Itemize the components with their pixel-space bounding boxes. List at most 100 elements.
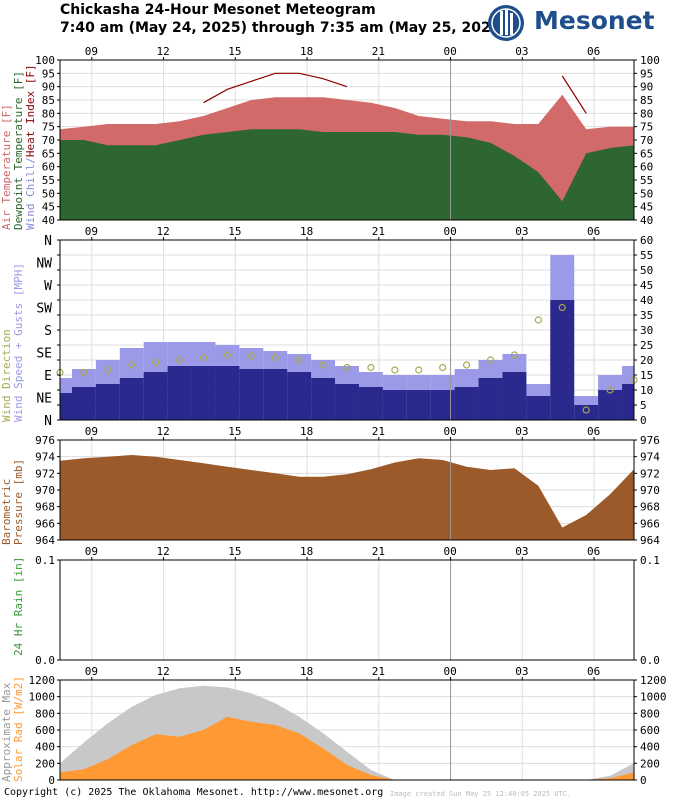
wind-direction-point — [223, 351, 232, 359]
temp-ytick-label-left: 100 — [35, 54, 55, 67]
wind-speed-bar — [550, 300, 575, 420]
wind-direction-point — [175, 356, 184, 364]
temp-ytick-label-right: 80 — [640, 107, 653, 120]
solar-xtick-label: 18 — [300, 665, 313, 678]
pres-ytick-label-left: 970 — [35, 484, 55, 497]
temp-xtick-label: 00 — [444, 45, 457, 58]
wind-ytick-label-right: 40 — [640, 294, 653, 307]
wind-direction-point — [558, 303, 566, 312]
pres-ytick-label-right: 970 — [640, 484, 660, 497]
wind-xtick-label: 21 — [372, 225, 385, 238]
wind-ytick-label-right: 30 — [640, 324, 653, 337]
wind-direction-point — [367, 363, 375, 372]
wind-speed-bar — [622, 384, 634, 420]
mesonet-logo[interactable]: Mesonet — [486, 3, 686, 43]
pres-xtick-label: 00 — [444, 425, 457, 438]
temp-ytick-label-right: 65 — [640, 147, 653, 160]
wind-speed-bar — [430, 390, 455, 420]
solar-rad-area — [60, 716, 634, 780]
wind-direction-point — [510, 351, 519, 359]
solar-rad-ylabel: Solar Rad [W/m2] — [12, 676, 25, 782]
temp-ytick-label-left: 75 — [42, 121, 55, 134]
wind-speed-bar — [335, 384, 359, 420]
wind-speed-bar — [143, 372, 168, 420]
pres-xtick-label: 21 — [372, 425, 385, 438]
logo-text: Mesonet — [534, 6, 655, 35]
wind-direction-point — [415, 366, 423, 374]
wind-speed-bar — [95, 384, 120, 420]
solar-ytick-label-right: 800 — [640, 707, 660, 720]
wind-direction-point — [80, 368, 88, 377]
temp-ytick-label-left: 40 — [42, 214, 55, 227]
wind-direction-label: N — [44, 234, 52, 249]
temp-xtick-label: 18 — [300, 45, 313, 58]
solar-xtick-label: 09 — [85, 665, 98, 678]
wind-direction-point — [319, 361, 327, 369]
wind-ytick-label-right: 5 — [640, 399, 647, 412]
pres-xtick-label: 06 — [587, 425, 600, 438]
temp-ytick-label-right: 50 — [640, 187, 653, 200]
wind-direction-point — [534, 316, 542, 324]
wind-speed-bar — [358, 387, 383, 420]
wind-direction-label: S — [44, 324, 52, 339]
pres-xtick-label: 18 — [300, 425, 313, 438]
wind-speed-bar — [119, 378, 144, 420]
wind-speed-bar — [287, 372, 312, 420]
pres-ytick-label-left: 972 — [35, 467, 55, 480]
wind-direction-point — [343, 363, 351, 372]
pressure-area — [60, 455, 634, 540]
pres-ytick-label-right: 964 — [640, 534, 660, 547]
wind-direction-label: SW — [36, 302, 52, 317]
wind-ytick-label-right: 10 — [640, 384, 653, 397]
solar-ytick-label-left: 1200 — [29, 674, 56, 687]
rain-xtick-label: 09 — [85, 545, 98, 558]
temp-xtick-label: 09 — [85, 45, 98, 58]
temp-ylabel-air: Air Temperature [F] — [0, 104, 13, 230]
pres-ytick-label-left: 976 — [35, 434, 55, 447]
solar-ytick-label-left: 200 — [35, 757, 55, 770]
wind-xtick-label: 12 — [157, 225, 170, 238]
wind-ytick-label-right: 55 — [640, 249, 653, 262]
temp-ylabel-dewpoint: Dewpoint Temperature [F] — [12, 71, 25, 230]
temp-ytick-label-right: 45 — [640, 201, 653, 214]
solar-xtick-label: 06 — [587, 665, 600, 678]
rain-xtick-label: 03 — [515, 545, 528, 558]
wind-xtick-label: 06 — [587, 225, 600, 238]
pres-2-ylabel: Pressure [mb] — [12, 459, 25, 545]
wind-ytick-label-right: 45 — [640, 279, 653, 292]
wind-direction-point — [104, 366, 112, 374]
pres-ytick-label-right: 972 — [640, 467, 660, 480]
temp-ytick-label-left: 60 — [42, 161, 55, 174]
pres-ytick-label-right: 974 — [640, 451, 660, 464]
wind-speed-bar — [502, 372, 527, 420]
pres-ytick-label-left: 964 — [35, 534, 55, 547]
temp-ytick-label-left: 50 — [42, 187, 55, 200]
wind-direction-point — [295, 356, 303, 364]
pres-ytick-label-right: 976 — [640, 434, 660, 447]
pres-1-ylabel: Barometric — [0, 479, 13, 545]
rain-ytick-label-right: 0.0 — [640, 654, 660, 667]
pres-ytick-label-left: 974 — [35, 451, 55, 464]
pres-ytick-label-right: 968 — [640, 501, 660, 514]
solar-xtick-label: 00 — [444, 665, 457, 678]
temp-ytick-label-left: 85 — [42, 94, 55, 107]
solar-ytick-label-left: 400 — [35, 741, 55, 754]
solar-xtick-label: 03 — [515, 665, 528, 678]
temp-ytick-label-right: 40 — [640, 214, 653, 227]
solar-ytick-label-right: 600 — [640, 724, 660, 737]
temp-ytick-label-left: 70 — [42, 134, 55, 147]
solar-xtick-label: 12 — [157, 665, 170, 678]
chart-title-line2: 7:40 am (May 24, 2025) through 7:35 am (… — [60, 20, 507, 36]
solar-ytick-label-left: 600 — [35, 724, 55, 737]
temp-ytick-label-right: 55 — [640, 174, 653, 187]
rain-ytick-label-right: 0.1 — [640, 554, 660, 567]
solar-max-ylabel: Approximate Max — [0, 682, 13, 782]
temp-ytick-label-left: 90 — [42, 81, 55, 94]
wind-speed-bar — [311, 378, 336, 420]
rain-xtick-label: 15 — [228, 545, 241, 558]
temp-xtick-label: 06 — [587, 45, 600, 58]
solar-ytick-label-right: 0 — [640, 774, 647, 787]
temp-xtick-label: 21 — [372, 45, 385, 58]
rain-ytick-label-left: 0.0 — [35, 654, 55, 667]
